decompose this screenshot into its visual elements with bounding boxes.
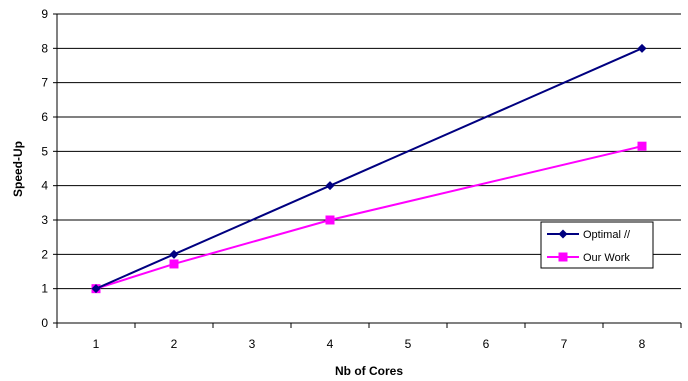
- y-tick-label: 3: [41, 213, 48, 227]
- grid-lines: [57, 13, 681, 290]
- y-tick-label: 2: [41, 247, 48, 261]
- x-tick-label: 8: [639, 337, 646, 351]
- legend-marker-optimal: [558, 229, 568, 239]
- legend-label-optimal: Optimal //: [583, 229, 631, 241]
- series-line-optimal: [95, 47, 643, 290]
- x-tick-label: 5: [405, 337, 412, 351]
- data-point-optimal: [325, 181, 335, 191]
- y-tick-label: 0: [41, 316, 48, 330]
- legend: Optimal // Our Work: [540, 221, 654, 269]
- y-tick-label: 9: [41, 7, 48, 21]
- x-tick-label: 1: [93, 337, 100, 351]
- x-tick-label: 3: [249, 337, 256, 351]
- x-tick-label: 6: [483, 337, 490, 351]
- y-axis-title: Speed-Up: [11, 141, 25, 197]
- series-layer: [91, 43, 647, 294]
- x-tick-labels: 1 2 3 4 5 6 7 8: [93, 337, 646, 351]
- data-point-optimal: [91, 284, 101, 294]
- x-tick-label: 2: [171, 337, 178, 351]
- y-tick-label: 4: [41, 179, 48, 193]
- x-tick-label: 4: [327, 337, 334, 351]
- y-tick-label: 5: [41, 144, 48, 158]
- y-tick-label: 6: [41, 110, 48, 124]
- data-point-our-work: [325, 215, 335, 225]
- y-tick-label: 1: [41, 282, 48, 296]
- data-point-our-work: [637, 141, 647, 151]
- y-tick-label: 7: [41, 76, 48, 90]
- x-axis-title: Nb of Cores: [335, 364, 403, 378]
- y-tick-label: 8: [41, 41, 48, 55]
- data-point-our-work: [169, 259, 179, 269]
- legend-label-our-work: Our Work: [583, 252, 630, 264]
- data-point-optimal: [637, 43, 647, 53]
- legend-marker-our-work: [558, 252, 568, 262]
- data-point-optimal: [169, 249, 179, 259]
- y-tick-labels: 0 1 2 3 4 5 6 7 8 9: [41, 7, 48, 330]
- x-tick-label: 7: [561, 337, 568, 351]
- axes: [53, 13, 682, 328]
- series-line-our-work: [95, 145, 643, 290]
